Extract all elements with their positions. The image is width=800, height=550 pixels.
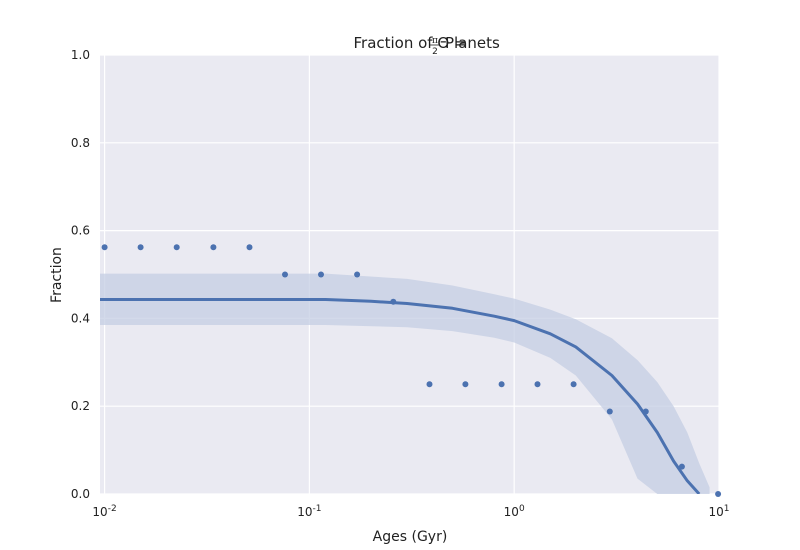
x-tick-label: 10-2 [92,504,116,519]
confidence-band [100,273,710,494]
data-point [137,244,144,251]
data-point [498,381,505,388]
chart-title-fraction: π 2 [430,36,440,57]
data-point [354,271,361,278]
data-point [282,271,288,278]
y-axis-label: Fraction [49,247,65,303]
data-point [534,381,541,388]
data-point [715,491,722,497]
data-point [570,381,577,388]
data-point [210,244,217,251]
y-tick-labels: 0.0 0.2 0.4 0.6 0.8 1.0 [71,48,90,501]
fit-line [100,298,701,494]
data-point [318,271,324,278]
y-tick-label: 0.2 [71,399,90,413]
data-point [426,381,433,388]
title-frac-numerator: π [432,36,438,46]
data-point [678,463,685,470]
x-tick-label: 100 [504,504,525,519]
y-tick-label: 0.8 [71,136,90,150]
data-point [173,244,180,251]
x-tick-label: 101 [708,504,729,519]
data-point [390,298,397,305]
chart-title: Fraction of Θ = [353,34,466,52]
data-point [101,244,108,251]
title-frac-denominator: 2 [432,47,438,57]
data-point [606,408,613,415]
data-point [462,381,469,388]
points-layer [101,244,722,497]
x-tick-label: 10-1 [297,504,321,519]
x-tick-labels: 10-2 10-1 100 101 [92,504,729,519]
fit-line-layer [100,298,701,494]
y-tick-label: 0.6 [71,224,90,238]
y-tick-label: 0.0 [71,487,90,501]
y-tick-label: 0.4 [71,311,90,325]
x-axis-label: Ages (Gyr) [373,529,448,545]
chart-title-tail: Planets [445,34,500,52]
y-tick-label: 1.0 [71,48,90,62]
data-point [642,408,649,415]
confidence-band-layer [100,273,710,494]
data-point [246,244,253,251]
